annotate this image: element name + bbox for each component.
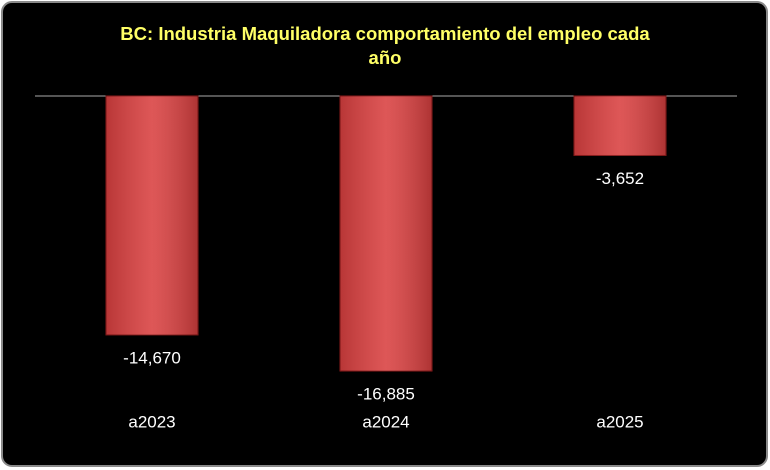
bar (339, 95, 433, 372)
x-tick-label: a2023 (128, 412, 175, 431)
value-label: -16,885 (357, 384, 415, 403)
bar (573, 95, 667, 156)
value-label: -14,670 (123, 348, 181, 367)
value-label: -3,652 (596, 169, 644, 188)
chart-title: BC: Industria Maquiladora comportamiento… (120, 23, 650, 68)
x-tick-label: a2025 (596, 412, 643, 431)
x-tick-label: a2024 (362, 412, 409, 431)
bar (105, 95, 199, 336)
